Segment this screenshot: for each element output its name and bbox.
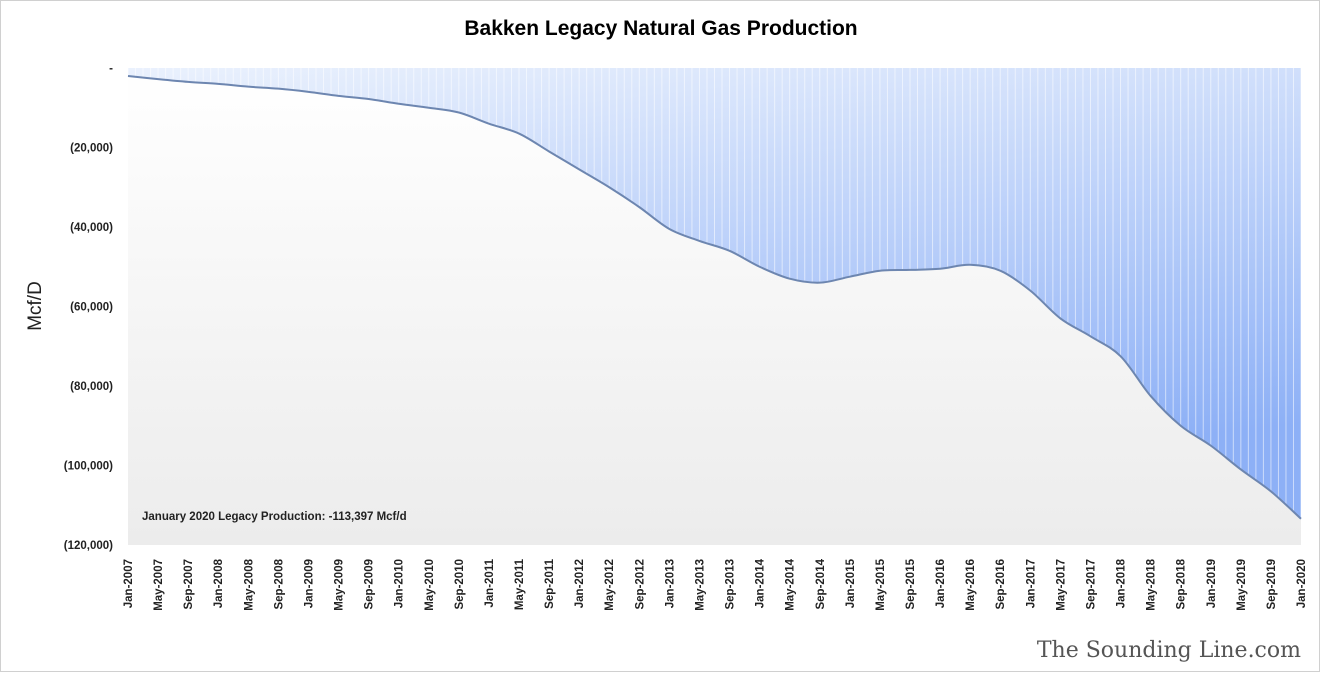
y-tick-label: (20,000) (70, 143, 113, 155)
y-tick-label: (80,000) (70, 381, 113, 393)
x-tick-label: Jan-2016 (935, 559, 947, 608)
x-tick-label: Jan-2020 (1296, 559, 1308, 608)
x-tick-label: Sep-2017 (1085, 559, 1097, 610)
y-tick-label: (40,000) (70, 222, 113, 234)
x-tick-label: Sep-2014 (815, 558, 827, 609)
x-tick-label: Sep-2015 (905, 558, 917, 609)
x-tick-label: Sep-2011 (544, 558, 556, 608)
x-tick-label: Jan-2011 (484, 558, 496, 607)
x-tick-label: May-2015 (875, 558, 887, 610)
x-tick-label: May-2008 (243, 558, 255, 610)
x-tick-label: May-2007 (153, 559, 165, 611)
y-tick-label: (100,000) (64, 461, 113, 473)
x-tick-label: Sep-2012 (634, 559, 646, 610)
x-tick-label: May-2016 (965, 559, 977, 611)
y-tick-label: (120,000) (64, 540, 113, 552)
x-tick-label: Jan-2012 (574, 559, 586, 608)
x-tick-label: Jan-2014 (755, 558, 767, 608)
x-tick-label: Sep-2016 (995, 559, 1007, 610)
x-tick-label: Sep-2009 (364, 559, 376, 610)
x-tick-label: Jan-2018 (1116, 558, 1128, 608)
series-line (127, 74, 1302, 520)
chart-title: Bakken Legacy Natural Gas Production (464, 17, 857, 40)
watermark: The Sounding Line.com (1037, 638, 1301, 663)
x-tick-label: Jan-2019 (1206, 559, 1218, 608)
x-tick-label: Sep-2019 (1266, 559, 1278, 610)
x-tick-label: Sep-2013 (725, 559, 737, 610)
x-tick-label: May-2017 (1055, 559, 1067, 611)
x-tick-label: May-2019 (1236, 559, 1248, 611)
x-tick-label: Jan-2009 (303, 559, 315, 608)
x-tick-label: May-2009 (334, 559, 346, 611)
x-tick-label: Jan-2010 (394, 559, 406, 608)
x-tick-label: May-2010 (424, 559, 436, 611)
y-tick-label: (60,000) (70, 302, 113, 314)
x-tick-label: May-2018 (1146, 558, 1158, 610)
x-tick-label: May-2013 (694, 559, 706, 611)
x-tick-label: May-2012 (604, 559, 616, 611)
x-tick-label: Jan-2017 (1025, 559, 1037, 608)
x-tick-label: Sep-2010 (454, 559, 466, 610)
x-tick-label: Sep-2007 (183, 559, 195, 610)
x-tick-label: Jan-2008 (213, 558, 225, 608)
x-tick-label: Sep-2018 (1176, 558, 1188, 609)
annotation: January 2020 Legacy Production: -113,397… (142, 511, 407, 523)
y-tick-label: - (109, 63, 113, 75)
x-tick-label: May-2011 (514, 558, 526, 610)
x-tick-label: May-2014 (785, 558, 797, 610)
x-tick-label: Jan-2007 (123, 559, 135, 608)
x-tick-label: Sep-2008 (273, 558, 285, 609)
x-tick-label: Jan-2015 (845, 558, 857, 608)
y-axis-label: Mcf/D (25, 281, 46, 331)
x-tick-label: Jan-2013 (664, 559, 676, 608)
